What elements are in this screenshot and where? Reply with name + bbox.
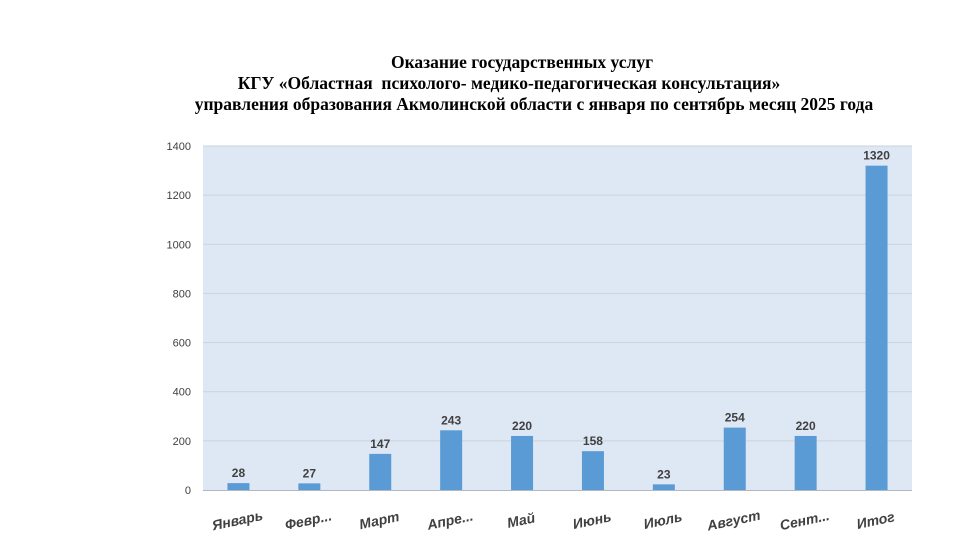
bar [369, 453, 392, 490]
data-label: 158 [583, 434, 603, 448]
category-label: Январь [210, 507, 265, 534]
y-axis-ticks: 0 200 400 600 800 1000 1200 1400 [167, 141, 191, 497]
category-label: Июль [642, 508, 683, 532]
y-tick-label: 1000 [167, 239, 191, 251]
data-label: 28 [232, 466, 246, 480]
category-label: Итог [855, 508, 896, 532]
category-label: Апре... [425, 507, 475, 533]
y-tick-label: 1400 [167, 141, 191, 153]
bar [794, 435, 817, 490]
data-label: 23 [657, 467, 671, 481]
data-label: 220 [512, 419, 532, 433]
category-label: Август [705, 507, 762, 534]
bar [581, 451, 604, 490]
bar [298, 483, 321, 490]
y-tick-label: 200 [173, 436, 191, 448]
bar [511, 435, 534, 490]
bar [723, 427, 746, 490]
category-label: Май [506, 509, 537, 531]
y-tick-label: 800 [173, 288, 191, 300]
data-label: 147 [370, 437, 390, 451]
data-label: 220 [796, 419, 816, 433]
y-tick-label: 1200 [167, 190, 191, 202]
plot-area [203, 146, 912, 490]
bar [440, 430, 463, 490]
chart-title-line-3: управления образования Акмолинской облас… [194, 94, 874, 114]
y-tick-label: 0 [185, 485, 191, 497]
category-label: Сент... [778, 507, 831, 533]
y-tick-label: 600 [173, 338, 191, 350]
chart-title-line-2: КГУ «Областная психолого- медико-педагог… [237, 73, 781, 93]
data-labels: 28 27 147 243 220 158 23 254 220 1320 [232, 149, 890, 482]
data-label: 27 [303, 466, 317, 480]
bars [227, 165, 888, 490]
gridlines [203, 145, 912, 442]
x-axis-categories: Январь Февр... Март Апре... Май Июнь Июль Авгус… [210, 507, 897, 534]
chart-title: Оказание государственных услуг КГУ «Обла… [0, 52, 978, 115]
bar [652, 484, 675, 490]
bar [865, 165, 888, 490]
bar [227, 483, 250, 490]
data-label: 254 [725, 411, 745, 425]
category-label: Июнь [571, 508, 612, 532]
y-tick-label: 400 [173, 387, 191, 399]
chart-title-line-1: Оказание государственных услуг [390, 52, 654, 72]
category-label: Март [358, 508, 401, 532]
data-label: 1320 [863, 149, 890, 163]
data-label: 243 [441, 413, 461, 427]
category-label: Февр... [283, 507, 333, 533]
